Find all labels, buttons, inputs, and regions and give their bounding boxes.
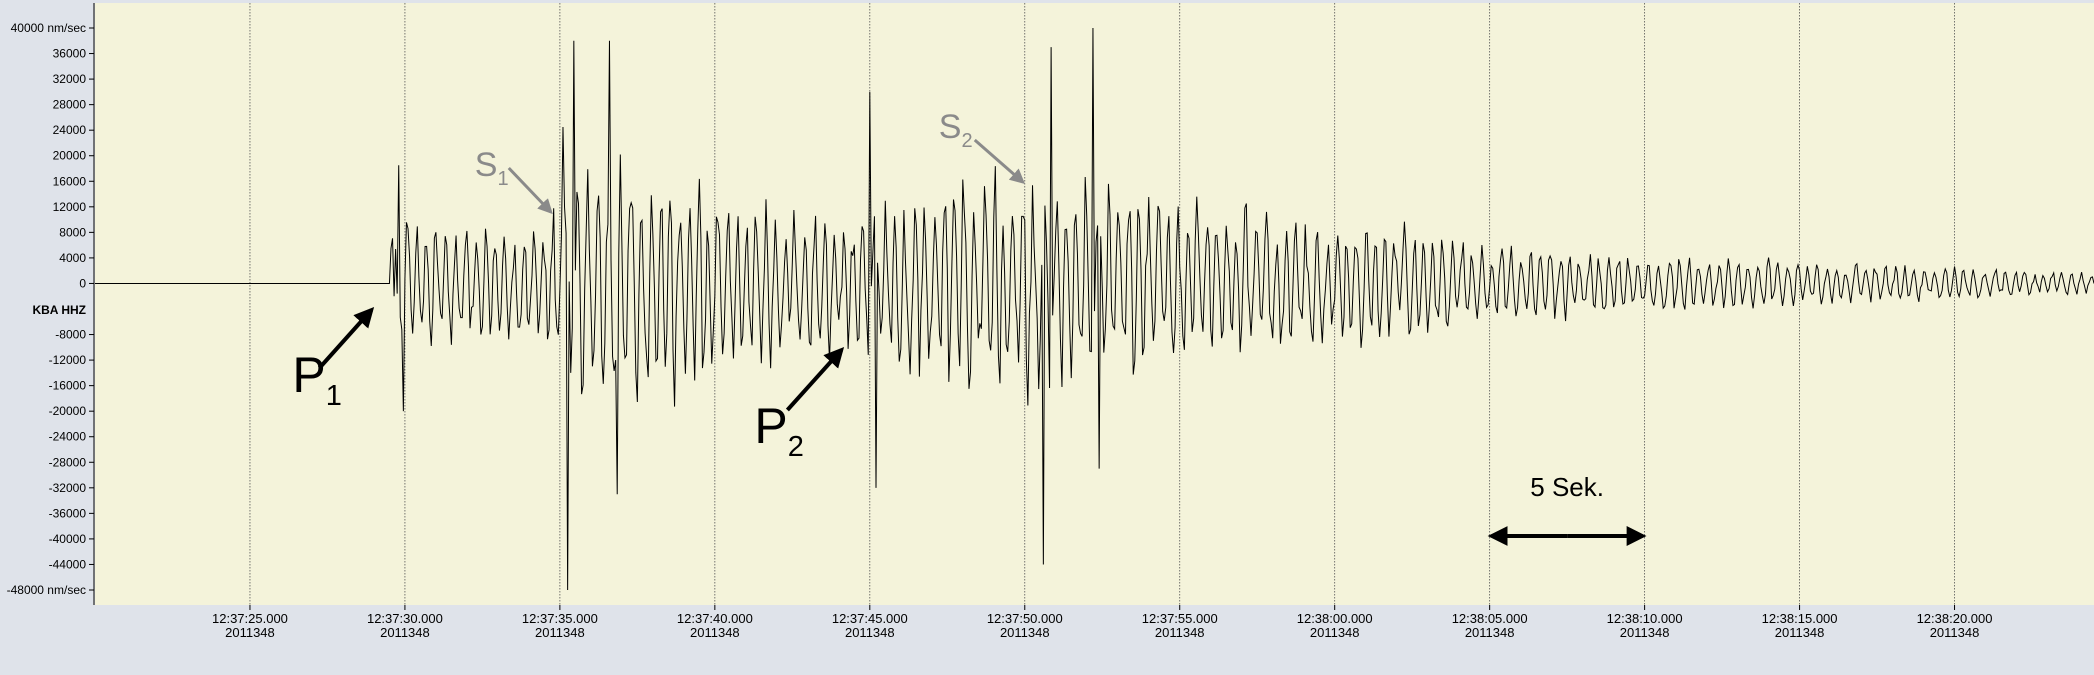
x-tick-label-date: 2011348 — [1465, 625, 1515, 640]
x-tick-label-time: 12:37:45.000 — [832, 611, 908, 626]
x-tick-label-date: 2011348 — [1930, 625, 1980, 640]
y-tick-label: 4000 — [59, 251, 86, 265]
x-tick-label-time: 12:37:50.000 — [987, 611, 1063, 626]
x-tick-label-time: 12:38:15.000 — [1762, 611, 1838, 626]
y-tick-label: 0 — [79, 276, 86, 290]
x-tick-label-date: 2011348 — [1000, 625, 1050, 640]
x-tick-label-date: 2011348 — [380, 625, 430, 640]
y-tick-label: -40000 — [49, 532, 87, 546]
y-axis: 40000 nm/sec 36000 32000 28000 24000 20000 160… — [7, 3, 95, 605]
y-tick-label: -16000 — [49, 379, 87, 393]
y-tick-label: 28000 — [53, 98, 87, 112]
station-label: KBA HHZ — [32, 303, 86, 317]
x-tick-label-date: 2011348 — [225, 625, 275, 640]
s2-arrow — [973, 138, 1026, 184]
x-tick-label-time: 12:37:40.000 — [677, 611, 753, 626]
p1-label: P1 — [292, 347, 342, 412]
y-tick-label: 36000 — [53, 47, 87, 61]
p1-arrow — [317, 307, 375, 370]
y-tick-label: 24000 — [53, 123, 87, 137]
y-tick-label: 12000 — [53, 200, 87, 214]
y-tick-label: 32000 — [53, 72, 87, 86]
x-tick-label-date: 2011348 — [1620, 625, 1670, 640]
y-tick-label: -24000 — [49, 430, 87, 444]
x-tick-label-time: 12:38:00.000 — [1297, 611, 1373, 626]
y-tick-label: -20000 — [49, 404, 87, 418]
y-tick-label: -12000 — [49, 353, 87, 367]
x-tick-label-time: 12:37:30.000 — [367, 611, 443, 626]
x-tick-label-date: 2011348 — [535, 625, 585, 640]
y-tick-label: -8000 — [55, 328, 86, 342]
y-tick-label: 16000 — [53, 174, 87, 188]
y-tick-label: -44000 — [49, 557, 87, 571]
y-tick-label: 20000 — [53, 149, 87, 163]
p2-arrow — [785, 347, 845, 412]
x-tick-label-time: 12:37:55.000 — [1142, 611, 1218, 626]
x-tick-label-date: 2011348 — [1775, 625, 1825, 640]
y-tick-label: -32000 — [49, 481, 87, 495]
y-tick-label: -48000 nm/sec — [7, 583, 86, 597]
y-tick-label: 40000 nm/sec — [11, 21, 86, 35]
scale-bar-label: 5 Sek. — [1530, 472, 1604, 502]
s1-arrow — [507, 166, 553, 215]
x-tick-label-time: 12:37:25.000 — [212, 611, 288, 626]
y-tick-label: 8000 — [59, 225, 86, 239]
x-tick-label-time: 12:38:10.000 — [1607, 611, 1683, 626]
y-tick-label: -36000 — [49, 506, 87, 520]
x-tick-label-time: 12:38:20.000 — [1917, 611, 1993, 626]
x-tick-label-date: 2011348 — [1155, 625, 1205, 640]
x-tick-label-date: 2011348 — [845, 625, 895, 640]
x-tick-label-time: 12:37:35.000 — [522, 611, 598, 626]
waveform-trace — [95, 27, 2094, 591]
x-tick-label-date: 2011348 — [690, 625, 740, 640]
x-axis: 12:37:25.000201134812:37:30.000201134812… — [212, 605, 1992, 640]
x-tick-label-time: 12:38:05.000 — [1452, 611, 1528, 626]
x-tick-label-date: 2011348 — [1310, 625, 1360, 640]
y-tick-label: -28000 — [49, 455, 87, 469]
